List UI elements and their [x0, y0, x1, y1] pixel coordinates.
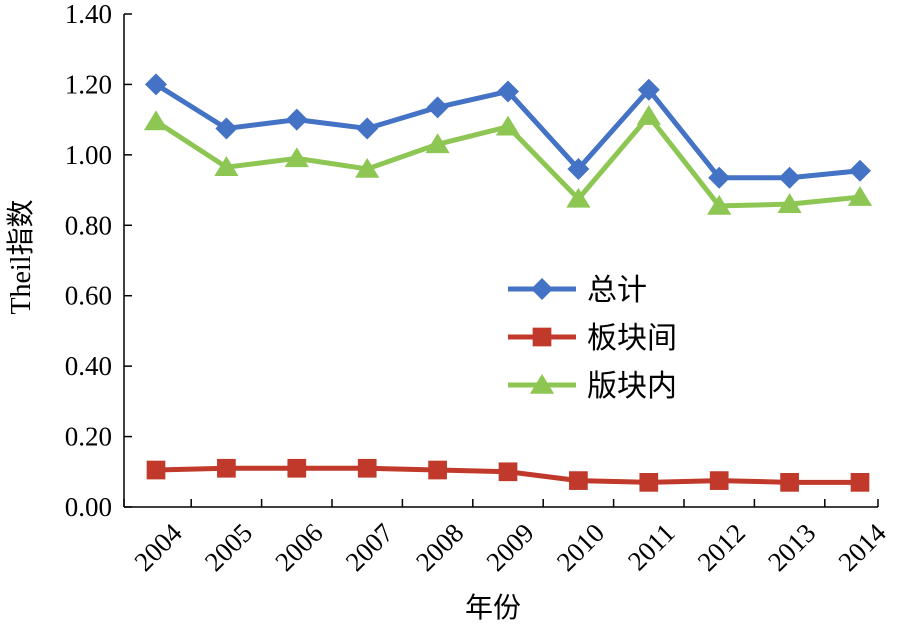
data-point	[495, 115, 521, 136]
series-layer	[143, 73, 873, 492]
data-point	[143, 110, 169, 131]
data-point	[709, 471, 729, 490]
data-point	[287, 458, 307, 478]
data-point	[284, 147, 309, 168]
data-point	[426, 96, 449, 119]
legend-label: 版块内	[587, 370, 677, 403]
x-tick-label: 2012	[692, 518, 751, 577]
x-tick-label: 2007	[340, 518, 399, 577]
y-axis: 0.00 0.20 0.40 0.60 0.80 1.00 1.20 1.40	[65, 0, 132, 522]
x-tick-label: 2013	[762, 518, 821, 577]
data-point	[566, 187, 591, 208]
data-point	[777, 193, 802, 213]
data-point	[498, 462, 518, 482]
x-tick-label: 2004	[128, 517, 188, 577]
x-tick-label: 2011	[622, 518, 681, 577]
data-point	[497, 80, 519, 103]
data-point	[636, 105, 661, 125]
y-tick-label: 0.40	[65, 351, 112, 381]
data-point	[780, 473, 799, 492]
legend-marker	[531, 278, 553, 300]
y-tick-label: 0.20	[65, 422, 112, 452]
y-tick-label: 0.60	[65, 281, 112, 311]
y-tick-label: 0.00	[65, 492, 112, 522]
data-point	[567, 157, 590, 180]
data-point	[428, 460, 447, 480]
y-tick-label: 1.00	[65, 140, 112, 170]
data-point	[285, 108, 308, 131]
data-point	[214, 156, 239, 176]
data-point	[850, 473, 870, 492]
data-point	[145, 73, 167, 96]
data-point	[707, 194, 732, 215]
data-point	[146, 460, 166, 480]
x-tick-label: 2010	[551, 518, 610, 577]
legend-label: 板块间	[587, 322, 677, 355]
x-axis-title: 年份	[465, 592, 521, 624]
data-point	[217, 458, 236, 478]
x-tick-label: 2005	[199, 518, 258, 577]
data-point	[355, 157, 380, 178]
data-point	[637, 78, 660, 101]
data-point	[425, 133, 450, 154]
y-tick-label: 1.20	[65, 69, 112, 99]
x-tick-label: 2008	[410, 518, 469, 577]
x-tick-label: 2009	[480, 518, 539, 577]
data-point	[215, 117, 238, 140]
x-tick-label: 2006	[269, 518, 328, 577]
data-point	[778, 166, 801, 189]
y-axis-title: Theil指数	[5, 199, 37, 314]
legend-marker	[529, 374, 555, 394]
x-axis: 2004 2005 2006 2007 2008 2009 2010 2011 2012 2013…	[123, 499, 892, 577]
legend-label: 总计	[587, 274, 647, 307]
data-point	[639, 473, 659, 492]
data-point	[569, 471, 588, 490]
y-tick-label: 0.80	[65, 210, 112, 240]
legend-marker	[532, 327, 552, 347]
x-tick-label: 2014	[832, 517, 892, 577]
data-point	[849, 159, 871, 182]
data-point	[356, 117, 379, 140]
data-point	[847, 186, 873, 206]
data-point	[357, 458, 377, 478]
y-tick-label: 1.40	[65, 0, 112, 29]
data-point	[708, 166, 731, 189]
